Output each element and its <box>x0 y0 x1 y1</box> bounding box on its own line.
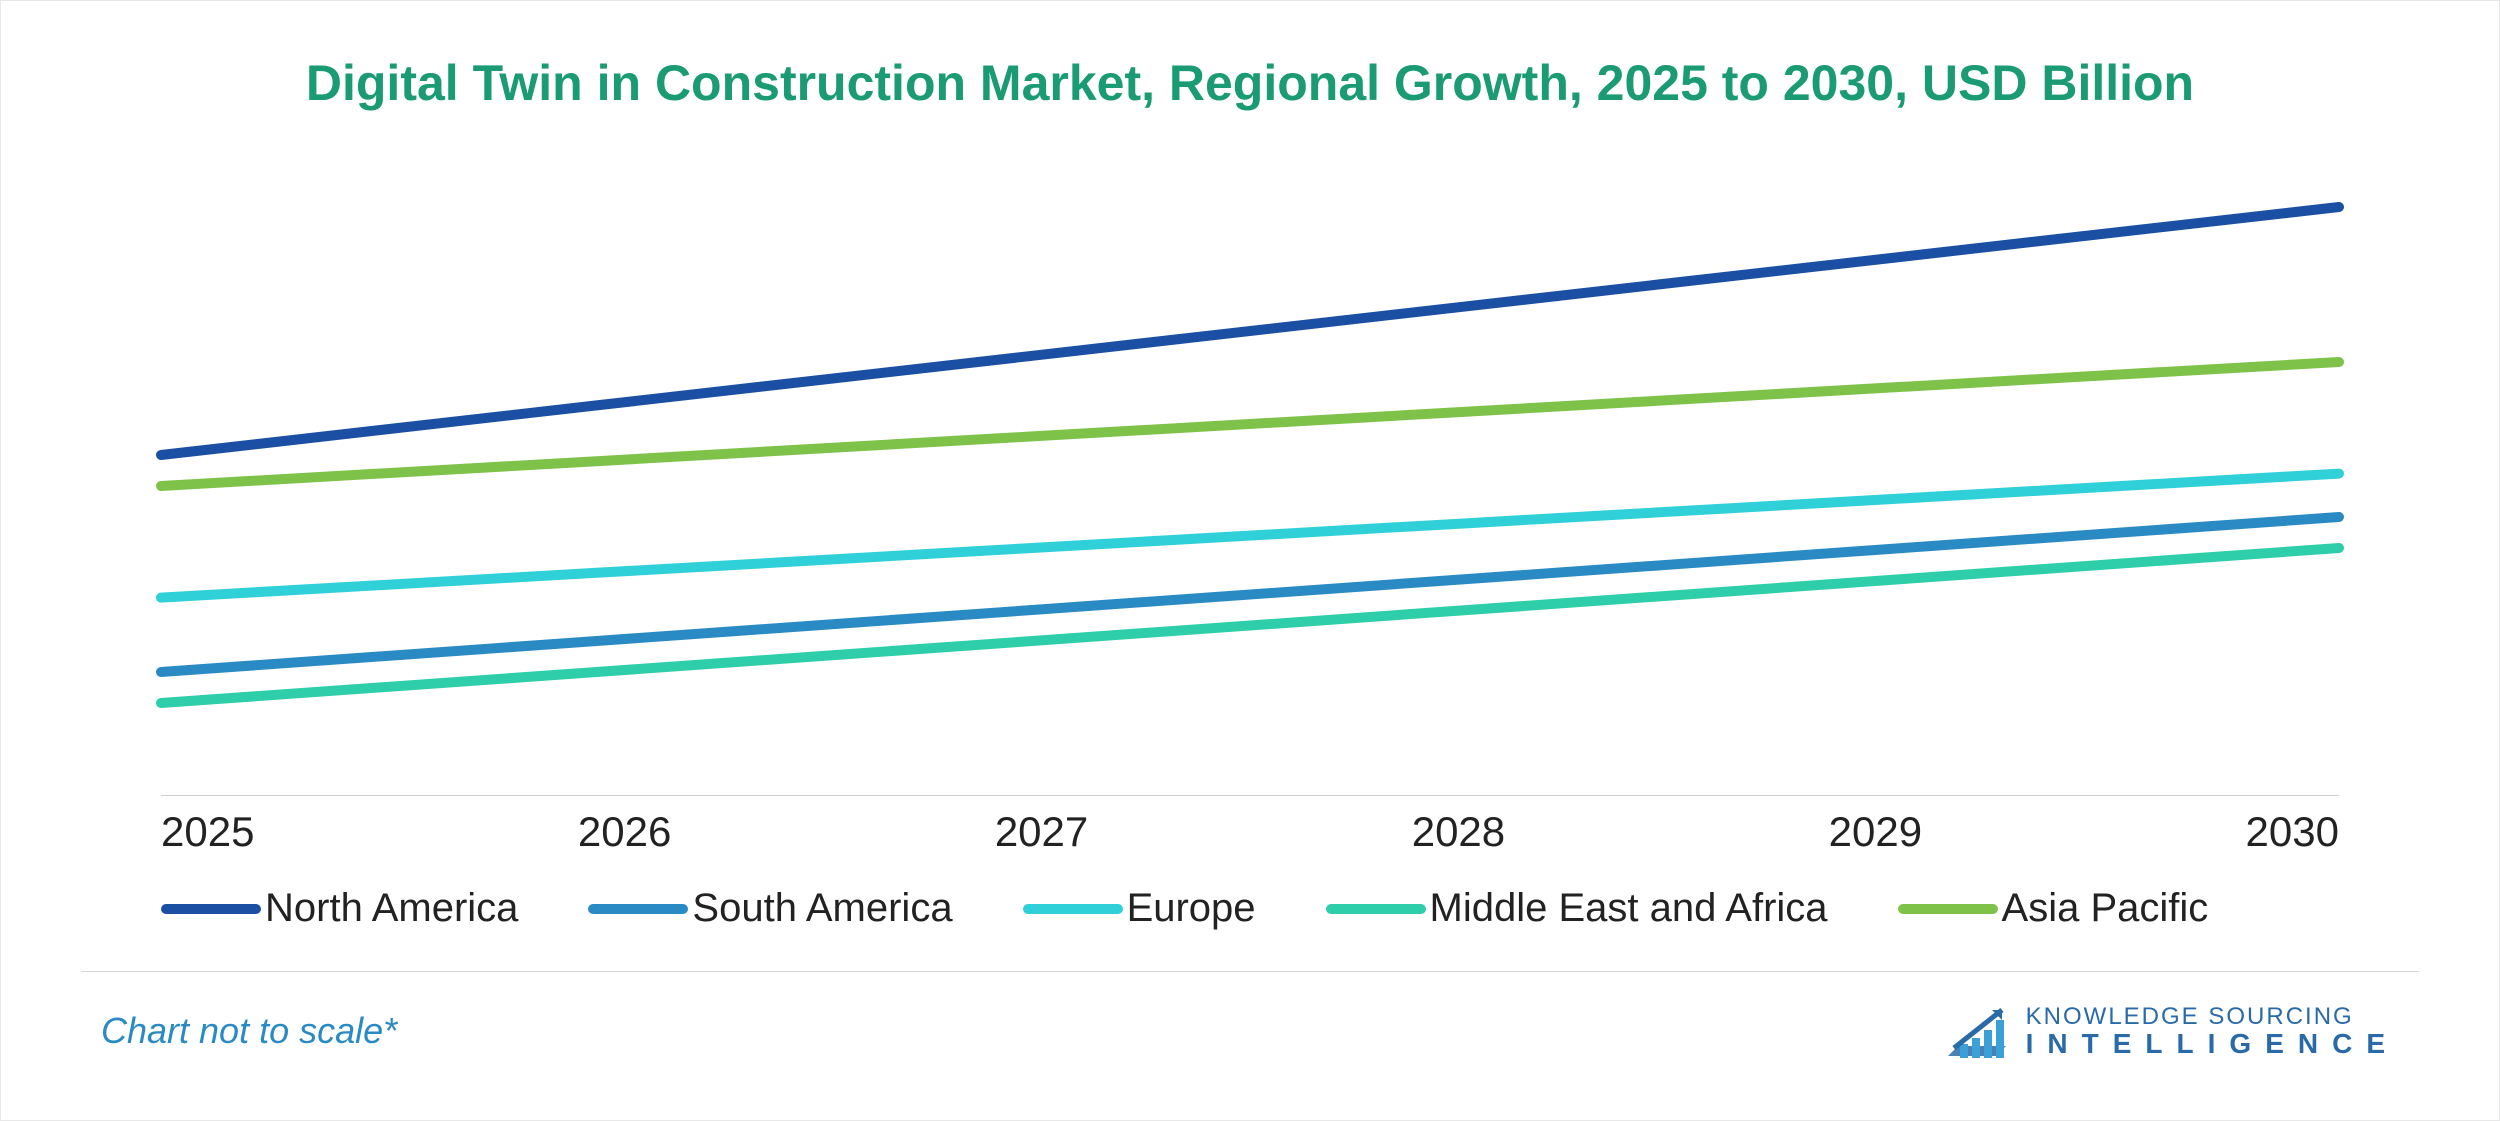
chart-title: Digital Twin in Construction Market, Reg… <box>300 51 2200 116</box>
footer-divider <box>81 971 2419 972</box>
brand-logo-text: KNOWLEDGE SOURCING INTELLIGENCE <box>2026 1004 2399 1059</box>
legend-item: Europe <box>1023 886 1256 931</box>
legend: North America South America Europe Middle E… <box>161 886 2339 931</box>
legend-swatch <box>1023 904 1123 914</box>
x-tick-label: 2028 <box>1412 808 1505 856</box>
legend-label: Asia Pacific <box>2002 886 2209 931</box>
x-tick-label: 2026 <box>578 808 671 856</box>
brand-logo-line1: KNOWLEDGE SOURCING <box>2026 1004 2399 1029</box>
legend-label: Middle East and Africa <box>1430 886 1828 931</box>
legend-swatch <box>588 904 688 914</box>
x-tick-label: 2025 <box>161 808 254 856</box>
brand-logo: KNOWLEDGE SOURCING INTELLIGENCE <box>1942 996 2399 1066</box>
brand-logo-line2: INTELLIGENCE <box>2026 1029 2399 1058</box>
chart-container: Digital Twin in Construction Market, Reg… <box>41 21 2459 1100</box>
legend-swatch <box>1898 904 1998 914</box>
legend-item: Middle East and Africa <box>1326 886 1828 931</box>
legend-item: North America <box>161 886 518 931</box>
legend-swatch <box>161 904 261 914</box>
footer: Chart not to scale* KNOWLEDGE SOURCING I… <box>101 996 2399 1066</box>
series-line <box>161 548 2339 703</box>
x-tick-label: 2027 <box>995 808 1088 856</box>
series-line <box>161 362 2339 486</box>
x-tick-label: 2029 <box>1829 808 1922 856</box>
x-tick-label: 2030 <box>2246 808 2339 856</box>
legend-item: South America <box>588 886 952 931</box>
brand-logo-icon <box>1942 996 2012 1066</box>
legend-label: South America <box>692 886 952 931</box>
legend-swatch <box>1326 904 1426 914</box>
legend-label: North America <box>265 886 518 931</box>
legend-item: Asia Pacific <box>1898 886 2209 931</box>
line-series-svg <box>161 176 2339 796</box>
footnote: Chart not to scale* <box>101 1010 397 1052</box>
x-axis-ticks: 2025 2026 2027 2028 2029 2030 <box>161 808 2339 856</box>
series-line <box>161 207 2339 455</box>
legend-label: Europe <box>1127 886 1256 931</box>
plot-area: 202520262027202820292030 <box>161 176 2339 796</box>
